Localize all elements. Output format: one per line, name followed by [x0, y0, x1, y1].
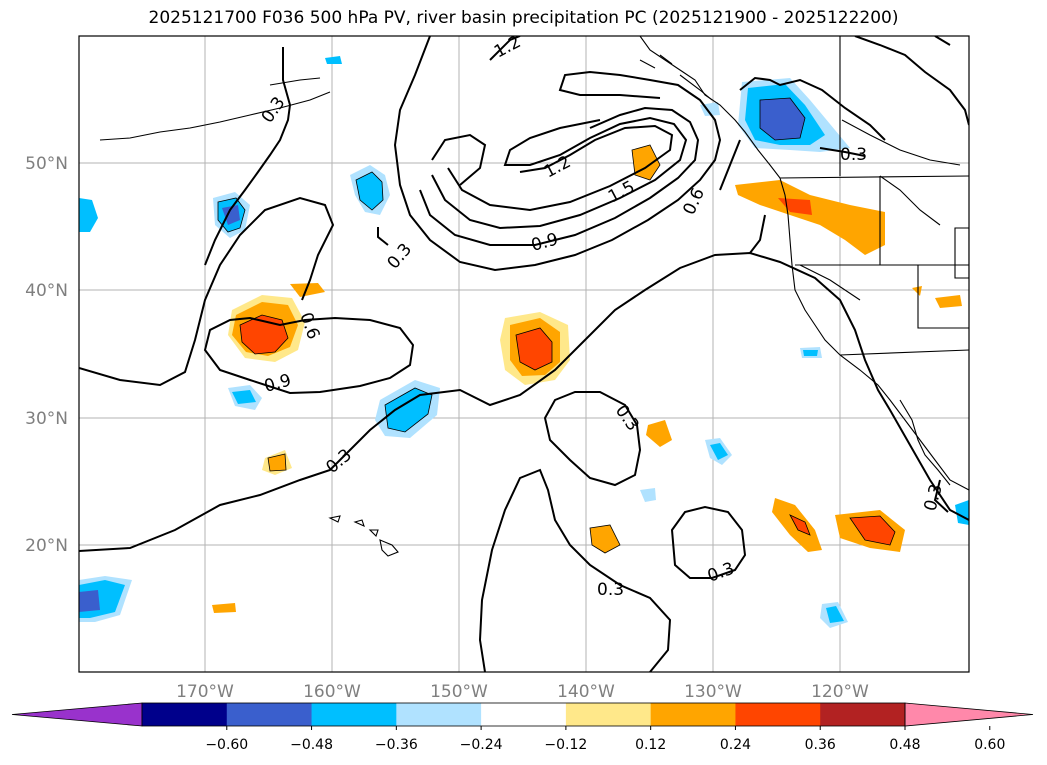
- precip-outlines: [217, 97, 896, 554]
- map-frame: [78, 35, 970, 673]
- lon-label: 170°W: [176, 682, 234, 702]
- colorbar-tick-label: 0.48: [889, 737, 920, 753]
- colorbar-segment: [820, 703, 906, 726]
- colorbar-tick-label: 0.24: [720, 737, 751, 753]
- colorbar-segment: [396, 703, 482, 726]
- colorbar-segment: [226, 703, 313, 726]
- colorbar-tick-label: −0.24: [460, 737, 503, 753]
- colorbar-frame: [141, 702, 906, 727]
- lat-label: 40°N: [25, 281, 68, 301]
- colorbar-segment: [311, 703, 397, 726]
- lon-label: 130°W: [684, 682, 742, 702]
- map-title: 2025121700 F036 500 hPa PV, river basin …: [148, 8, 899, 28]
- colorbar-tick-label: −0.48: [290, 737, 333, 753]
- svg-text:0.3: 0.3: [840, 145, 867, 165]
- lat-label: 50°N: [25, 154, 68, 174]
- svg-text:0.3: 0.3: [384, 240, 417, 274]
- latitude-labels: 50°N 40°N 30°N 20°N: [25, 154, 68, 556]
- colorbar-tick-label: −0.12: [544, 737, 587, 753]
- svg-text:0.9: 0.9: [529, 230, 560, 256]
- colorbar-segments: [11, 702, 1034, 727]
- lat-label: 20°N: [25, 536, 68, 556]
- lat-label: 30°N: [25, 409, 68, 429]
- precipitation-anomaly-fills: [79, 56, 969, 628]
- colorbar-tick-label: 0.60: [974, 737, 1005, 753]
- colorbar-segment: [565, 703, 652, 726]
- graticule: [79, 36, 969, 672]
- colorbar-segment: [735, 703, 821, 726]
- lon-label: 160°W: [303, 682, 361, 702]
- lon-label: 140°W: [557, 682, 615, 702]
- colorbar-ticks: −0.60 −0.48 −0.36 −0.24 −0.12 0.12 0.24 0.36 0.4…: [205, 726, 1005, 753]
- svg-text:0.3: 0.3: [258, 93, 290, 127]
- colorbar-tick-label: 0.12: [635, 737, 666, 753]
- svg-text:1.2: 1.2: [541, 152, 574, 182]
- lon-label: 120°W: [811, 682, 869, 702]
- svg-text:0.3: 0.3: [597, 580, 624, 600]
- colorbar-segment: [650, 703, 736, 726]
- svg-text:0.6: 0.6: [679, 185, 709, 218]
- svg-text:0.3: 0.3: [705, 559, 737, 587]
- colorbar-extend-low: [11, 702, 143, 727]
- colorbar: −0.60 −0.48 −0.36 −0.24 −0.12 0.12 0.24 0.36 0.4…: [11, 702, 1034, 753]
- longitude-labels: 170°W 160°W 150°W 140°W 130°W 120°W: [176, 682, 869, 702]
- precip-positive-region: [735, 180, 885, 255]
- colorbar-extend-high: [904, 702, 1034, 727]
- colorbar-tick-label: 0.36: [805, 737, 836, 753]
- colorbar-segment: [481, 703, 567, 726]
- pv-contours: [79, 36, 969, 672]
- lon-label: 150°W: [430, 682, 488, 702]
- colorbar-tick-label: −0.60: [205, 737, 248, 753]
- colorbar-tick-label: −0.36: [375, 737, 418, 753]
- colorbar-segment: [142, 703, 228, 726]
- coastlines: [99, 36, 969, 557]
